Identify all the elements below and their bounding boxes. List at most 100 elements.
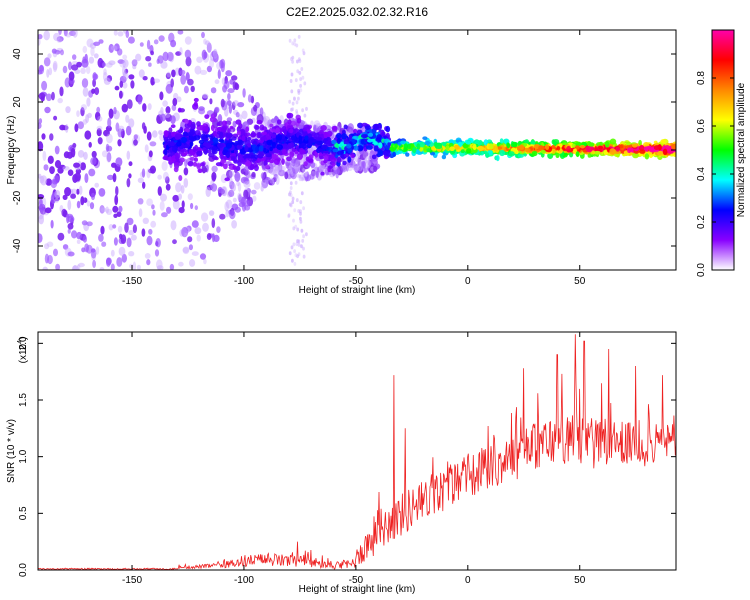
heatmap-cell — [121, 103, 128, 113]
heatmap-cell — [73, 162, 81, 168]
heatmap-cell — [301, 108, 304, 113]
heatmap-cell — [194, 227, 202, 235]
heatmap-cell — [587, 153, 592, 158]
heatmap-cell — [377, 149, 383, 156]
heatmap-cell — [302, 246, 305, 251]
heatmap-cell — [609, 148, 616, 155]
heatmap-cell — [544, 144, 550, 150]
heatmap-cell — [261, 131, 267, 136]
heatmap-cell — [364, 125, 371, 130]
heatmap-cell — [64, 187, 72, 197]
heatmap-cell — [227, 128, 231, 133]
heatmap-cell — [211, 165, 218, 173]
heatmap-cell — [294, 253, 298, 258]
heatmap-cell — [123, 72, 129, 80]
heatmap-cell — [43, 30, 50, 41]
heatmap-cell — [126, 217, 134, 226]
snr-x-tick-label: -100 — [234, 575, 254, 586]
heatmap-cell — [52, 62, 58, 73]
heatmap-cell — [207, 149, 212, 154]
heatmap-cell — [297, 34, 301, 39]
heatmap-cell — [291, 258, 294, 263]
heatmap-cell — [84, 130, 92, 140]
heatmap-cell — [220, 58, 226, 69]
heatmap-cell — [269, 168, 276, 175]
heatmap-cell — [492, 145, 498, 152]
heatmap-cell — [199, 69, 208, 75]
heatmap-cell — [206, 65, 212, 73]
heatmap-cell — [38, 214, 44, 225]
heatmap-cell — [50, 178, 58, 189]
heatmap-cell — [172, 199, 180, 210]
heatmap-cell — [367, 132, 374, 137]
heatmap-cell — [41, 80, 48, 91]
heatmap-cell — [290, 245, 294, 250]
heatmap-cell — [122, 82, 128, 89]
heatmap-cell — [356, 166, 363, 172]
heatmap-cell — [244, 204, 251, 211]
heatmap-cell — [84, 173, 89, 184]
heatmap-cell — [66, 151, 73, 159]
heatmap-cell — [286, 156, 292, 162]
heatmap-cell — [131, 59, 138, 67]
heatmap-cell — [300, 191, 304, 196]
heatmap-cell — [51, 91, 55, 101]
heatmap-cell — [155, 238, 161, 248]
heatmap-cell — [164, 130, 169, 138]
heatmap-cell — [224, 201, 229, 212]
heatmap-y-tick-label: 20 — [12, 96, 23, 108]
heatmap-cell — [209, 135, 214, 140]
heatmap-cell — [232, 197, 237, 203]
heatmap-cell — [290, 72, 294, 77]
heatmap-cell — [86, 97, 91, 107]
heatmap-cell — [290, 57, 293, 61]
heatmap-cell — [300, 142, 307, 150]
heatmap-cell — [591, 150, 595, 155]
heatmap-cell — [120, 234, 127, 245]
heatmap-cell — [217, 143, 224, 149]
heatmap-cell — [343, 139, 350, 146]
heatmap-cell — [230, 152, 236, 157]
heatmap-cell — [86, 66, 91, 75]
snr-series-line — [38, 334, 676, 570]
heatmap-cell — [117, 31, 124, 37]
heatmap-cell — [244, 153, 252, 159]
heatmap-cell — [182, 247, 189, 254]
heatmap-cell — [588, 142, 595, 147]
heatmap-cell — [332, 148, 339, 153]
heatmap-cell — [236, 144, 243, 150]
heatmap-cell — [114, 194, 119, 206]
heatmap-cell — [42, 150, 47, 161]
heatmap-cell — [199, 253, 207, 260]
heatmap-cell — [47, 155, 54, 164]
heatmap-cell — [53, 248, 58, 257]
heatmap-cell — [295, 157, 299, 166]
heatmap-cell — [82, 119, 88, 125]
heatmap-cell — [294, 150, 299, 155]
heatmap-cell — [330, 154, 335, 159]
heatmap-cell — [243, 177, 249, 183]
heatmap-cell — [130, 234, 137, 241]
heatmap-cell — [141, 228, 146, 237]
heatmap-cell — [288, 38, 292, 43]
heatmap-cell — [77, 121, 85, 130]
heatmap-cell — [103, 68, 107, 76]
heatmap-cell — [643, 146, 649, 152]
heatmap-cell — [172, 239, 177, 245]
colorbar-tick-label: 0.8 — [696, 71, 707, 85]
heatmap-cell — [92, 260, 96, 268]
heatmap-cell — [200, 162, 205, 167]
heatmap-cell — [288, 202, 292, 207]
heatmap-cell — [112, 205, 119, 213]
heatmap-cell — [281, 158, 285, 165]
heatmap-cell — [268, 179, 273, 186]
snr-y-tick-label: 1.0 — [18, 449, 29, 463]
heatmap-cell — [575, 151, 580, 158]
heatmap-cell — [90, 46, 95, 57]
heatmap-cell — [662, 148, 668, 156]
heatmap-cell — [315, 170, 319, 178]
heatmap-cell — [300, 228, 304, 233]
snr-y-tick-label: 0.5 — [18, 506, 29, 520]
heatmap-cell — [236, 130, 242, 136]
heatmap-cell — [287, 142, 293, 149]
